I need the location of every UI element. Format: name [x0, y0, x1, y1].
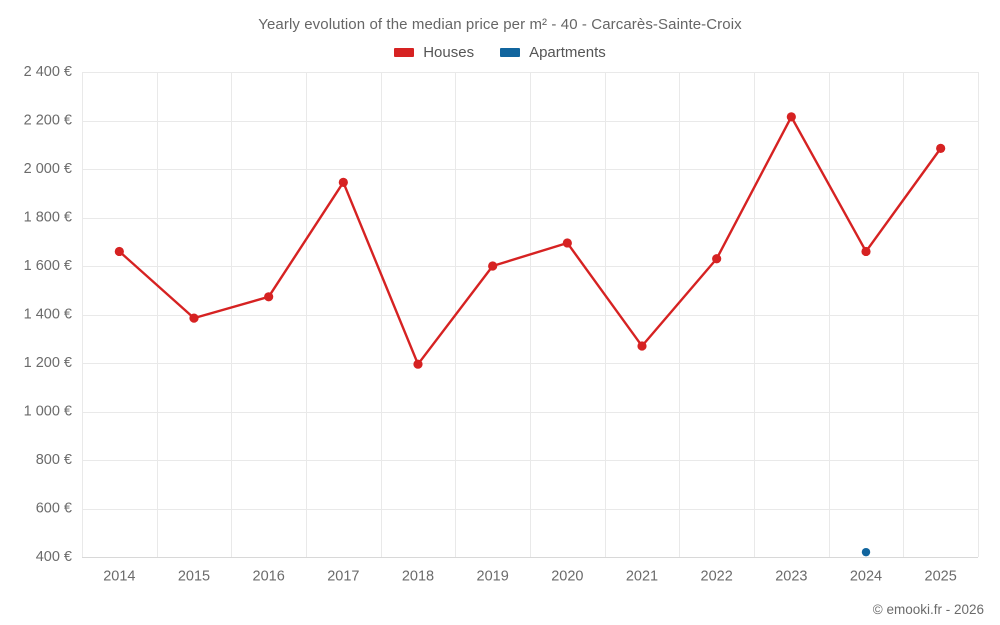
x-axis-tick-label: 2015	[178, 569, 210, 585]
chart-title: Yearly evolution of the median price per…	[258, 16, 742, 33]
data-point-houses-2018[interactable]	[413, 359, 423, 369]
data-point-houses-2025[interactable]	[936, 143, 946, 153]
y-axis-tick-label: 1 800 €	[24, 209, 72, 225]
chart-legend: Houses Apartments	[0, 45, 1000, 60]
y-axis-tick-label: 600 €	[36, 500, 72, 516]
legend-item-apartments[interactable]: Apartments	[500, 45, 606, 60]
y-axis-tick-label: 2 000 €	[24, 161, 72, 177]
y-axis-tick-label: 1 000 €	[24, 403, 72, 419]
legend-item-houses[interactable]: Houses	[394, 45, 474, 60]
data-point-apartments-2024[interactable]	[861, 547, 871, 557]
y-axis-tick-label: 800 €	[36, 452, 72, 468]
legend-label-apartments: Apartments	[529, 44, 606, 61]
x-axis-tick-label: 2021	[626, 569, 658, 585]
y-axis-tick-label: 1 200 €	[24, 355, 72, 371]
data-point-houses-2021[interactable]	[637, 341, 647, 351]
x-axis-tick-label: 2017	[327, 569, 359, 585]
y-axis-tick-label: 1 400 €	[24, 306, 72, 322]
x-axis-tick-label: 2025	[925, 569, 957, 585]
x-axis-tick-label: 2023	[775, 569, 807, 585]
x-axis-tick-label: 2024	[850, 569, 882, 585]
x-axis-tick-label: 2018	[402, 569, 434, 585]
legend-label-houses: Houses	[423, 44, 475, 61]
x-axis-tick-label: 2022	[701, 569, 733, 585]
series-line-houses	[118, 115, 942, 366]
y-axis-tick-label: 2 400 €	[24, 64, 72, 80]
chart-footer-credit: © emooki.fr - 2026	[872, 602, 984, 617]
plot-area: 400 € 600 € 800 € 1 000 € 1 200 € 1 400 € 1 60…	[24, 64, 979, 585]
data-point-houses-2015[interactable]	[189, 313, 199, 323]
data-point-houses-2016[interactable]	[264, 292, 274, 302]
data-point-houses-2020[interactable]	[562, 238, 572, 248]
data-point-houses-2019[interactable]	[488, 261, 498, 271]
x-axis-tick-label: 2016	[253, 569, 285, 585]
x-axis-tick-label: 2014	[103, 569, 135, 585]
data-point-houses-2014[interactable]	[114, 246, 124, 257]
y-axis-tick-label: 2 200 €	[24, 112, 72, 128]
y-axis-tick-label: 1 600 €	[24, 258, 72, 274]
x-axis-tick-label: 2020	[551, 569, 583, 585]
data-point-houses-2023[interactable]	[786, 112, 796, 122]
data-point-houses-2022[interactable]	[712, 254, 722, 264]
y-axis-tick-label: 400 €	[36, 549, 72, 565]
x-axis-tick-label: 2019	[477, 569, 509, 585]
legend-swatch-apartments	[500, 48, 521, 57]
data-point-houses-2017[interactable]	[338, 177, 348, 187]
legend-swatch-houses	[394, 48, 415, 57]
data-point-houses-2024[interactable]	[861, 246, 871, 257]
